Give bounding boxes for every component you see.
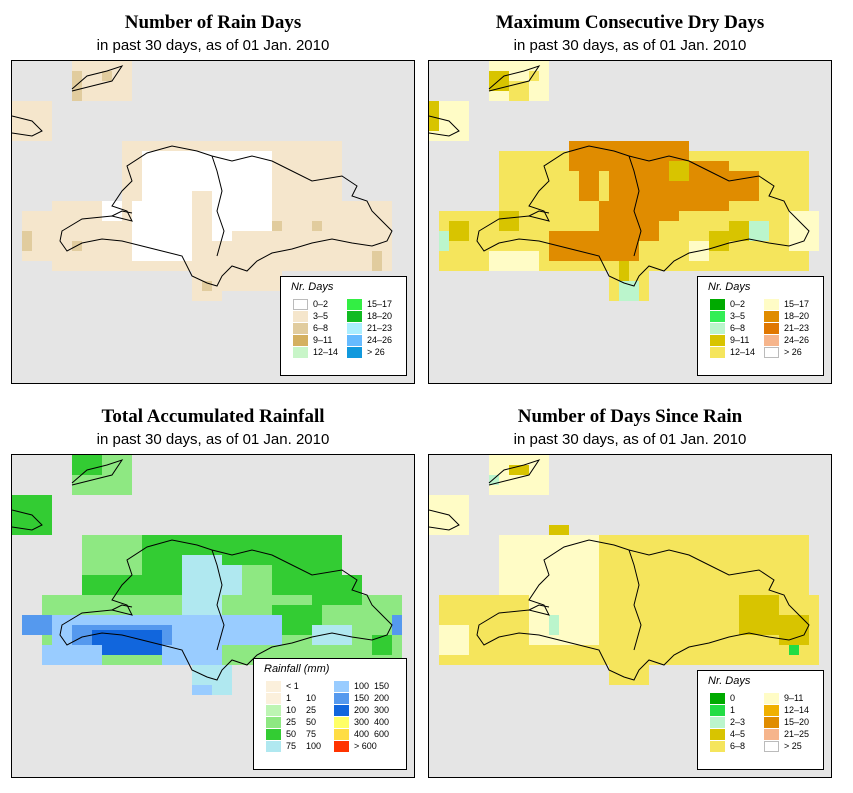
panel-subtitle-since-rain: in past 30 days, as of 01 Jan. 2010: [513, 431, 747, 448]
legend-swatch: [710, 693, 725, 704]
rain-days-grid: [12, 61, 392, 301]
rainfall-grid: [12, 455, 402, 695]
legend-swatch: [266, 681, 281, 692]
legend-swatch: [347, 323, 362, 334]
legend-swatch: [710, 311, 725, 322]
legend-swatch: [266, 705, 281, 716]
legend-swatch: [764, 705, 779, 716]
legend-title: Nr. Days: [291, 281, 334, 293]
panel-subtitle-rain-days: in past 30 days, as of 01 Jan. 2010: [96, 37, 330, 54]
panel-title-since-rain: Number of Days Since Rain: [517, 406, 743, 427]
legend-title: Nr. Days: [708, 675, 751, 687]
legend-swatch: [266, 693, 281, 704]
legend-rain-days: Nr. Days 0–2 3–5 6–8 9–11 12–14 15–17 18…: [280, 276, 407, 376]
legend-swatch: [334, 681, 349, 692]
map-since-rain-canvas: [429, 455, 819, 685]
legend-swatch: [710, 729, 725, 740]
legend-swatch: [764, 729, 779, 740]
panel-title-dry-days: Maximum Consecutive Dry Days: [495, 12, 765, 33]
legend-swatch: [764, 347, 779, 358]
legend-swatch: [334, 693, 349, 704]
legend-swatch: [764, 741, 779, 752]
legend-since-rain: Nr. Days 0 1 2–3 4–5 6–8 9–11 12–14 15–2…: [697, 670, 824, 770]
since-rain-coastline: [429, 459, 810, 681]
legend-swatch: [764, 335, 779, 346]
legend-swatch: [347, 347, 362, 358]
panel-subtitle-dry-days: in past 30 days, as of 01 Jan. 2010: [513, 37, 747, 54]
legend-swatch: [764, 717, 779, 728]
legend-swatch: [266, 717, 281, 728]
panel-title-rain-days: Number of Rain Days: [124, 12, 302, 33]
map-dry-days: Nr. Days 0–2 3–5 6–8 9–11 12–14 15–17 18…: [428, 60, 832, 384]
legend-swatch: [347, 299, 362, 310]
rainfall-coastline: [12, 459, 393, 681]
map-rainfall: Rainfall (mm) < 1 1 10 10 25 25 50 50 75 75 1…: [11, 454, 415, 778]
dry-days-grid: [429, 61, 819, 301]
legend-swatch: [764, 323, 779, 334]
map-rainfall-canvas: [12, 455, 402, 695]
map-rain-days: Nr. Days 0–2 3–5 6–8 9–11 12–14 15–17 18…: [11, 60, 415, 384]
map-rain-days-canvas: [12, 61, 393, 301]
legend-title: Rainfall (mm): [264, 663, 330, 675]
legend-swatch: [334, 729, 349, 740]
legend-swatch: [764, 299, 779, 310]
legend-swatch: [710, 717, 725, 728]
map-since-rain: Nr. Days 0 1 2–3 4–5 6–8 9–11 12–14 15–2…: [428, 454, 832, 778]
legend-swatch: [710, 741, 725, 752]
map-dry-days-canvas: [429, 61, 819, 301]
legend-swatch: [710, 299, 725, 310]
legend-swatch: [293, 347, 308, 358]
legend-title: Nr. Days: [708, 281, 751, 293]
legend-swatch: [710, 323, 725, 334]
panel-subtitle-rainfall: in past 30 days, as of 01 Jan. 2010: [96, 431, 330, 448]
rain-days-coastline: [12, 65, 393, 287]
legend-swatch: [710, 335, 725, 346]
legend-swatch: [710, 705, 725, 716]
legend-swatch: [293, 323, 308, 334]
legend-rainfall: Rainfall (mm) < 1 1 10 10 25 25 50 50 75 75 1…: [253, 658, 407, 770]
panel-title-rainfall: Total Accumulated Rainfall: [101, 406, 325, 427]
legend-swatch: [293, 335, 308, 346]
legend-swatch: [764, 311, 779, 322]
legend-swatch: [710, 347, 725, 358]
legend-swatch: [334, 717, 349, 728]
legend-swatch: [347, 311, 362, 322]
legend-swatch: [764, 693, 779, 704]
legend-swatch: [293, 299, 308, 310]
dry-days-coastline: [429, 65, 810, 287]
legend-swatch: [334, 705, 349, 716]
legend-swatch: [266, 741, 281, 752]
legend-swatch: [347, 335, 362, 346]
legend-dry-days: Nr. Days 0–2 3–5 6–8 9–11 12–14 15–17 18…: [697, 276, 824, 376]
legend-swatch: [334, 741, 349, 752]
legend-swatch: [293, 311, 308, 322]
legend-swatch: [266, 729, 281, 740]
since-rain-grid: [429, 455, 819, 685]
